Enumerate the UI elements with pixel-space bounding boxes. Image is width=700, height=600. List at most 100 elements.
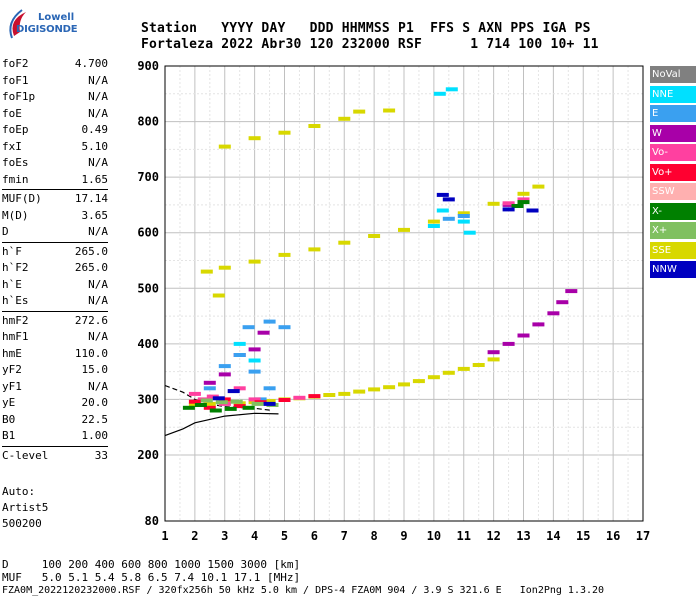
y-tick-label: 300 bbox=[137, 392, 159, 406]
legend-item-w: W bbox=[650, 124, 696, 142]
footer-value: 400 bbox=[94, 558, 115, 571]
header-value: 10+ bbox=[550, 37, 575, 52]
param-name: foE bbox=[2, 106, 22, 120]
header-label: PS bbox=[574, 21, 591, 36]
footer-value: 1000 bbox=[174, 558, 201, 571]
param-name: B1 bbox=[2, 429, 16, 442]
header-label: DAY bbox=[261, 21, 286, 36]
trace-point-sse bbox=[308, 124, 321, 128]
trace-point-sse bbox=[308, 247, 321, 252]
trace-point-w bbox=[248, 347, 261, 352]
auto-code: 500200 bbox=[2, 517, 42, 530]
x-tick-label: 2 bbox=[191, 529, 198, 543]
x-tick-label: 10 bbox=[427, 529, 441, 543]
trace-point-x bbox=[209, 408, 222, 413]
footer-value: 10.1 bbox=[200, 571, 228, 584]
param-row: h`F 265.0 bbox=[2, 244, 108, 261]
param-row: fxI 5.10 bbox=[2, 139, 108, 156]
trace-point-sse bbox=[200, 269, 213, 274]
trace-point-nnw bbox=[442, 197, 455, 202]
y-tick-label: 700 bbox=[137, 170, 159, 184]
trace-point-sse bbox=[368, 234, 381, 238]
trace-point-e bbox=[263, 386, 276, 391]
param-value: 272.6 bbox=[74, 313, 108, 327]
trace-point-nnw bbox=[502, 207, 515, 212]
trace-point-sse bbox=[383, 385, 396, 390]
legend-item-sse: SSE bbox=[650, 241, 696, 259]
param-value: N/A bbox=[88, 73, 108, 87]
param-value: 17.14 bbox=[74, 192, 108, 205]
param-row: foE N/A bbox=[2, 106, 108, 123]
footer-value: 5.4 bbox=[94, 571, 115, 584]
header-label: HHMMSS bbox=[341, 21, 390, 36]
param-row: foF1p N/A bbox=[2, 89, 108, 106]
trace-point-sse bbox=[323, 393, 336, 397]
param-row: yF2 15.0 bbox=[2, 362, 108, 379]
trace-point-e bbox=[203, 386, 216, 391]
param-row: h`Es N/A bbox=[2, 293, 108, 310]
digisonde-logo: Lowell DIGISONDE bbox=[4, 6, 78, 46]
footer-value: 600 bbox=[121, 558, 142, 571]
logo-lowell-text: Lowell bbox=[38, 12, 75, 23]
auto-label: Auto: bbox=[2, 485, 36, 498]
x-tick-label: 5 bbox=[281, 529, 288, 543]
auto-artist: Artist5 bbox=[2, 501, 49, 514]
x-tick-label: 17 bbox=[636, 529, 650, 543]
param-name: foEs bbox=[2, 156, 29, 169]
param-value: 22.5 bbox=[81, 412, 109, 426]
trace-point-w bbox=[502, 341, 515, 346]
trace-point-vo bbox=[293, 395, 306, 400]
footer-row-label: D bbox=[2, 558, 9, 571]
param-row: h`F2 265.0 bbox=[2, 260, 108, 277]
params-separator bbox=[2, 310, 108, 312]
footer-unit: [MHz] bbox=[267, 571, 301, 584]
param-value: 1.65 bbox=[81, 172, 109, 186]
trace-point-sse bbox=[278, 252, 291, 257]
trace-point-x bbox=[230, 399, 243, 404]
param-value: 5.10 bbox=[81, 139, 109, 153]
footer-value: 6.5 bbox=[147, 571, 168, 584]
trace-point-sse bbox=[338, 240, 351, 245]
param-value: 1.00 bbox=[81, 429, 109, 442]
trace-point-nne bbox=[433, 91, 446, 96]
footer-distance-row: D 100 200 400 600 800 1000 1500 3000 [km… bbox=[2, 558, 300, 571]
legend-item-noval: NoVal bbox=[650, 66, 696, 83]
param-value: N/A bbox=[88, 330, 108, 343]
header-label: IGA bbox=[542, 21, 567, 36]
param-value: N/A bbox=[88, 156, 108, 169]
header-label: P1 bbox=[397, 21, 414, 36]
trace-point-vo bbox=[203, 405, 216, 410]
header-value: 120 bbox=[309, 37, 334, 52]
param-row: yE 20.0 bbox=[2, 395, 108, 412]
trace-point-w bbox=[203, 380, 216, 385]
param-value: N/A bbox=[88, 106, 108, 120]
trace-point-x bbox=[251, 401, 264, 406]
trace-point-sse bbox=[368, 387, 381, 392]
header-value: RSF bbox=[397, 37, 423, 52]
param-name: fxI bbox=[2, 139, 22, 153]
x-tick-label: 7 bbox=[341, 529, 348, 543]
param-row: MUF(D) 17.14 bbox=[2, 191, 108, 208]
trace-point-sse bbox=[487, 357, 500, 362]
param-row: yF1 N/A bbox=[2, 379, 108, 396]
param-row: foEs N/A bbox=[2, 155, 108, 172]
param-name: foF1 bbox=[2, 73, 29, 87]
x-tick-label: 8 bbox=[371, 529, 378, 543]
y-tick-label: 500 bbox=[137, 281, 159, 295]
trace-point-sse bbox=[383, 108, 396, 113]
trace-point-e bbox=[242, 325, 255, 330]
param-row: fmin 1.65 bbox=[2, 172, 108, 189]
header-value: Abr30 bbox=[261, 37, 302, 52]
header-value: 2022 bbox=[221, 37, 254, 52]
trace-point-sse bbox=[487, 201, 500, 206]
trace-point-e bbox=[248, 369, 261, 374]
y-tick-label: 800 bbox=[137, 115, 159, 129]
trace-point-x bbox=[511, 204, 524, 208]
trace-point-vo bbox=[188, 399, 201, 404]
param-row: hmF1 N/A bbox=[2, 329, 108, 346]
trace-point-vo bbox=[248, 397, 261, 402]
trace-point-sse bbox=[203, 401, 216, 406]
header-label: Station bbox=[141, 21, 198, 36]
header-value: 232000 bbox=[341, 37, 390, 52]
param-value: 265.0 bbox=[74, 244, 108, 258]
